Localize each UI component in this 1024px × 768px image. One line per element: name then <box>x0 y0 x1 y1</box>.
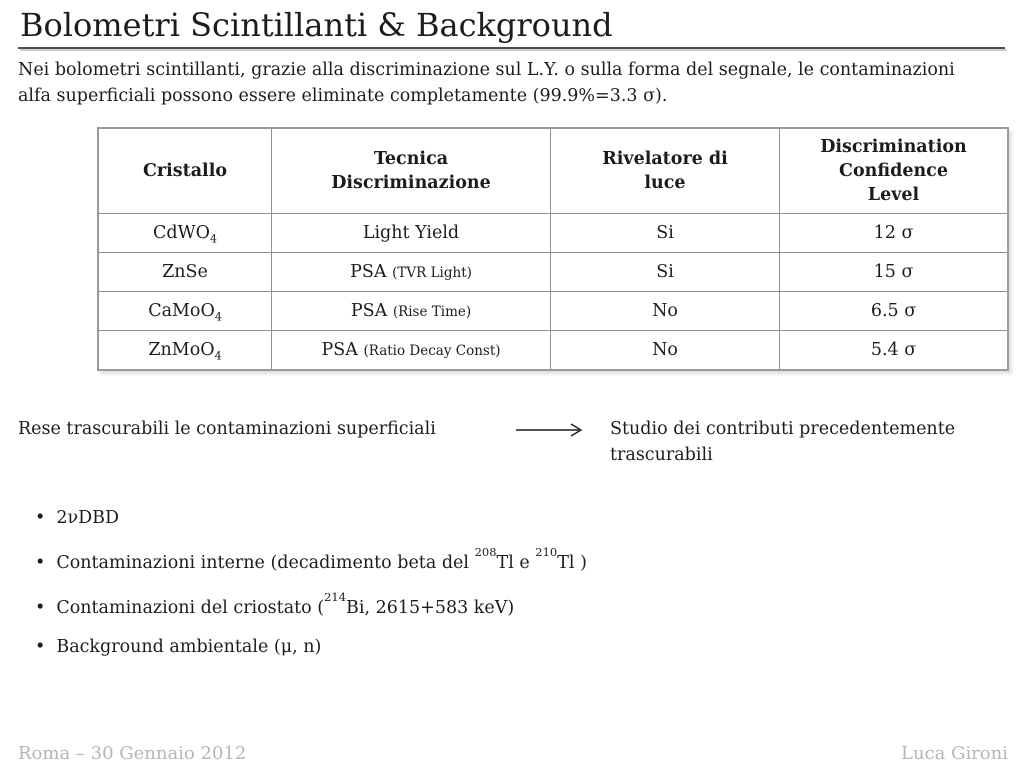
footer-author: Luca Gironi <box>900 743 1008 764</box>
confidence-cell: 12 σ <box>779 213 1009 253</box>
table-row: ZnSe PSA (TVR Light) Si 15 σ <box>97 252 1009 292</box>
slide-title: Bolometri Scintillanti & Background <box>20 6 613 44</box>
bullet-list: 2νDBD Contaminazioni interne (decadiment… <box>35 508 975 676</box>
slide-footer: Roma – 30 Gennaio 2012 Luca Gironi <box>18 743 1008 764</box>
light-detector-cell: Si <box>550 213 780 253</box>
flow-right-text: Studio dei contributi precedentemente tr… <box>610 419 956 465</box>
confidence-cell: 6.5 σ <box>779 291 1009 331</box>
technique-cell: PSA (TVR Light) <box>271 252 551 292</box>
footer-date: Roma – 30 Gennaio 2012 <box>18 743 247 764</box>
column-header-rivelatore: Rivelatore di luce <box>550 127 780 214</box>
table-row: ZnMoO4 PSA (Ratio Decay Const) No 5.4 σ <box>97 330 1009 371</box>
bullet-item-internal-contamination: Contaminazioni interne (decadimento beta… <box>35 545 975 573</box>
flow-statement: Rese trascurabili le contaminazioni supe… <box>18 416 1010 468</box>
table-row: CaMoO4 PSA (Rise Time) No 6.5 σ <box>97 291 1009 331</box>
bullet-item-ambient-background: Background ambientale (μ, n) <box>35 637 975 657</box>
column-header-discrimination: Discrimination Confidence Level <box>779 127 1009 214</box>
technique-cell: PSA (Rise Time) <box>271 291 551 331</box>
technique-cell: Light Yield <box>271 213 551 253</box>
light-detector-cell: No <box>550 291 780 331</box>
intro-line-1: Nei bolometri scintillanti, grazie alla … <box>18 60 955 80</box>
technique-cell: PSA (Ratio Decay Const) <box>271 330 551 371</box>
crystal-cell: CaMoO4 <box>97 291 272 331</box>
intro-line-2: alfa superficiali possono essere elimina… <box>18 86 668 106</box>
right-arrow-icon <box>516 423 583 437</box>
table-row: CdWO4 Light Yield Si 12 σ <box>97 213 1009 253</box>
light-detector-cell: No <box>550 330 780 371</box>
bullet-item-cryostat-contamination: Contaminazioni del criostato (214Bi, 261… <box>35 590 975 618</box>
intro-paragraph: Nei bolometri scintillanti, grazie alla … <box>18 57 1013 109</box>
title-rule <box>18 47 1005 49</box>
crystal-table: Cristallo Tecnica Discriminazione Rivela… <box>97 127 1009 371</box>
crystal-cell: ZnSe <box>97 252 272 292</box>
confidence-cell: 5.4 σ <box>779 330 1009 371</box>
table-header-row: Cristallo Tecnica Discriminazione Rivela… <box>97 127 1009 214</box>
column-header-cristallo: Cristallo <box>97 127 272 214</box>
crystal-cell: ZnMoO4 <box>97 330 272 371</box>
crystal-cell: CdWO4 <box>97 213 272 253</box>
column-header-tecnica: Tecnica Discriminazione <box>271 127 551 214</box>
light-detector-cell: Si <box>550 252 780 292</box>
confidence-cell: 15 σ <box>779 252 1009 292</box>
bullet-item-2vdbd: 2νDBD <box>35 508 975 528</box>
flow-left-text: Rese trascurabili le contaminazioni supe… <box>18 419 436 439</box>
